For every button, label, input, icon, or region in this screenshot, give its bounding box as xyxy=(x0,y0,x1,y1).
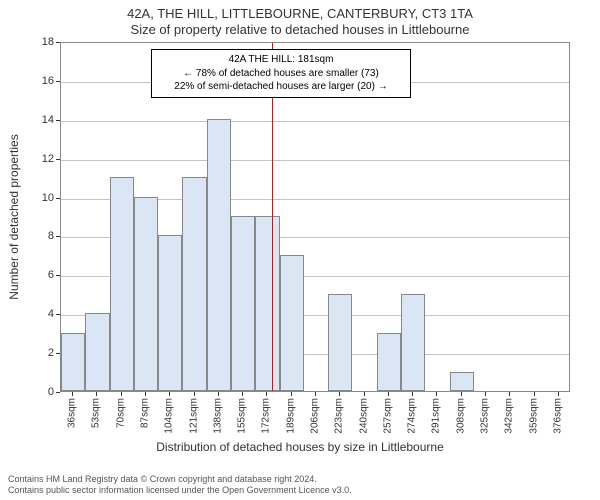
x-tick-mark xyxy=(145,392,146,396)
y-tick-mark xyxy=(56,392,60,393)
x-tick-label: 240sqm xyxy=(358,398,369,434)
x-tick-label: 291sqm xyxy=(431,398,442,434)
bar xyxy=(158,235,182,391)
x-tick-mark xyxy=(436,392,437,396)
x-tick-mark xyxy=(72,392,73,396)
y-tick-label: 0 xyxy=(30,386,54,398)
callout-line2: ← 78% of detached houses are smaller (73… xyxy=(158,67,404,81)
x-tick-label: 189sqm xyxy=(285,398,296,434)
bar xyxy=(450,372,474,391)
callout-box: 42A THE HILL: 181sqm ← 78% of detached h… xyxy=(151,49,411,98)
y-tick-label: 6 xyxy=(30,269,54,281)
y-tick-mark xyxy=(56,81,60,82)
x-tick-label: 138sqm xyxy=(212,398,223,434)
bar xyxy=(401,294,425,391)
y-tick-mark xyxy=(56,314,60,315)
footer-line1: Contains HM Land Registry data © Crown c… xyxy=(8,474,352,485)
chart-title-line1: 42A, THE HILL, LITTLEBOURNE, CANTERBURY,… xyxy=(0,6,600,21)
y-tick-label: 10 xyxy=(30,192,54,204)
bar xyxy=(182,177,206,391)
x-tick-label: 36sqm xyxy=(67,398,78,428)
y-tick-label: 8 xyxy=(30,230,54,242)
x-tick-label: 87sqm xyxy=(140,398,151,428)
y-tick-label: 18 xyxy=(30,36,54,48)
callout-line3: 22% of semi-detached houses are larger (… xyxy=(158,80,404,94)
bar xyxy=(110,177,134,391)
bar xyxy=(85,313,109,391)
plot-area: 42A THE HILL: 181sqm ← 78% of detached h… xyxy=(60,42,570,392)
x-tick-label: 274sqm xyxy=(407,398,418,434)
y-tick-mark xyxy=(56,236,60,237)
x-tick-label: 257sqm xyxy=(382,398,393,434)
x-tick-label: 172sqm xyxy=(261,398,272,434)
x-tick-mark xyxy=(364,392,365,396)
x-tick-mark xyxy=(509,392,510,396)
x-tick-mark xyxy=(461,392,462,396)
chart-container: 42A, THE HILL, LITTLEBOURNE, CANTERBURY,… xyxy=(0,0,600,500)
x-tick-mark xyxy=(218,392,219,396)
y-tick-mark xyxy=(56,275,60,276)
y-tick-mark xyxy=(56,42,60,43)
callout-line1: 42A THE HILL: 181sqm xyxy=(158,53,404,67)
bar xyxy=(328,294,352,391)
bar xyxy=(61,333,85,391)
y-tick-mark xyxy=(56,120,60,121)
y-tick-mark xyxy=(56,159,60,160)
x-tick-mark xyxy=(412,392,413,396)
y-tick-label: 2 xyxy=(30,347,54,359)
y-tick-mark xyxy=(56,198,60,199)
x-tick-label: 206sqm xyxy=(310,398,321,434)
x-tick-mark xyxy=(485,392,486,396)
x-tick-mark xyxy=(315,392,316,396)
x-tick-label: 325sqm xyxy=(480,398,491,434)
x-tick-mark xyxy=(339,392,340,396)
x-tick-mark xyxy=(96,392,97,396)
x-tick-mark xyxy=(121,392,122,396)
y-axis-label: Number of detached properties xyxy=(7,134,21,299)
x-tick-mark xyxy=(558,392,559,396)
bar xyxy=(280,255,304,391)
x-tick-label: 376sqm xyxy=(552,398,563,434)
x-tick-mark xyxy=(388,392,389,396)
bar xyxy=(134,197,158,391)
bar xyxy=(255,216,279,391)
x-tick-label: 342sqm xyxy=(504,398,515,434)
x-tick-mark xyxy=(242,392,243,396)
y-tick-mark xyxy=(56,353,60,354)
x-tick-mark xyxy=(534,392,535,396)
y-tick-label: 14 xyxy=(30,114,54,126)
x-tick-label: 70sqm xyxy=(115,398,126,428)
footer-attribution: Contains HM Land Registry data © Crown c… xyxy=(8,474,352,497)
x-tick-mark xyxy=(291,392,292,396)
x-tick-mark xyxy=(169,392,170,396)
x-tick-label: 223sqm xyxy=(334,398,345,434)
x-tick-label: 53sqm xyxy=(91,398,102,428)
x-tick-label: 121sqm xyxy=(188,398,199,434)
x-axis-label: Distribution of detached houses by size … xyxy=(0,440,600,454)
bar xyxy=(231,216,255,391)
footer-line2: Contains public sector information licen… xyxy=(8,485,352,496)
x-tick-label: 104sqm xyxy=(164,398,175,434)
y-tick-label: 16 xyxy=(30,75,54,87)
chart-title-line2: Size of property relative to detached ho… xyxy=(0,22,600,37)
y-tick-label: 4 xyxy=(30,308,54,320)
x-tick-label: 308sqm xyxy=(455,398,466,434)
bar xyxy=(377,333,401,391)
x-tick-label: 155sqm xyxy=(237,398,248,434)
x-tick-mark xyxy=(194,392,195,396)
x-tick-mark xyxy=(266,392,267,396)
bar xyxy=(207,119,231,391)
y-tick-label: 12 xyxy=(30,153,54,165)
x-tick-label: 359sqm xyxy=(528,398,539,434)
